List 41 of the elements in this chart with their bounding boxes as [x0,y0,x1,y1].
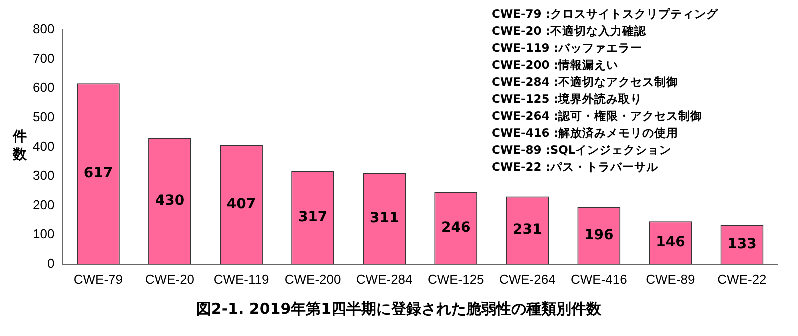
y-tick-label: 0 [47,256,55,271]
data-label: 146 [656,234,686,251]
y-tick-label: 800 [32,22,55,37]
annotation: CWE-264 :認可・権限・アクセス制御 [492,108,704,125]
x-tick-label: CWE-200 [284,272,342,287]
data-label: 317 [298,210,328,226]
x-tick-label: CWE-79 [74,272,124,287]
y-tick-label: 600 [32,80,55,96]
text: CWE-79 :クロスサイトスクリプティング [492,6,718,23]
data-label: 196 [584,227,614,244]
data-label: 311 [370,210,400,226]
annotation: CWE-22 :パス・トラバーサル [492,159,660,176]
annotation: CWE-119 :バッファエラー [492,40,644,57]
annotation: CWE-125 :境界外読み取り [492,91,644,108]
y-tick-label: 400 [32,138,55,154]
y-tick-label: 300 [32,168,55,184]
x-tick-label: CWE-284 [356,272,413,287]
y-tick-label: 100 [32,226,55,242]
annotation: CWE-200 :情報漏えい [492,57,620,74]
x-tick-label: CWE-22 [718,272,767,287]
y-axis-title: 件数 [12,128,28,164]
data-label: 430 [155,193,185,210]
annotation: CWE-20 :不適切な入力確認 [492,23,648,40]
text: 図2-1. 2019年第1四半期に登録された脆弱性の種類別件数 [195,300,603,319]
x-tick-label: CWE-20 [145,272,195,287]
x-tick-label: CWE-89 [646,272,696,287]
x-tick-label: CWE-119 [214,272,270,287]
x-tick-label: CWE-125 [428,272,484,287]
annotation: CWE-89 :SQLインジェクション [492,142,673,159]
y-tick-label: 500 [32,109,55,124]
x-tick-label: CWE-416 [570,272,628,287]
data-label: 407 [226,196,256,212]
annotation: CWE-416 :解放済みメモリの使用 [492,125,680,142]
data-label: 617 [84,166,114,182]
y-tick-label: 700 [32,50,55,66]
y-tick-label: 200 [32,197,55,212]
data-label: 133 [728,236,757,253]
x-tick-label: CWE-264 [499,272,556,287]
data-label: 231 [513,222,542,238]
data-label: 246 [441,220,471,236]
annotation: CWE-284 :不適切なアクセス制御 [492,74,680,91]
